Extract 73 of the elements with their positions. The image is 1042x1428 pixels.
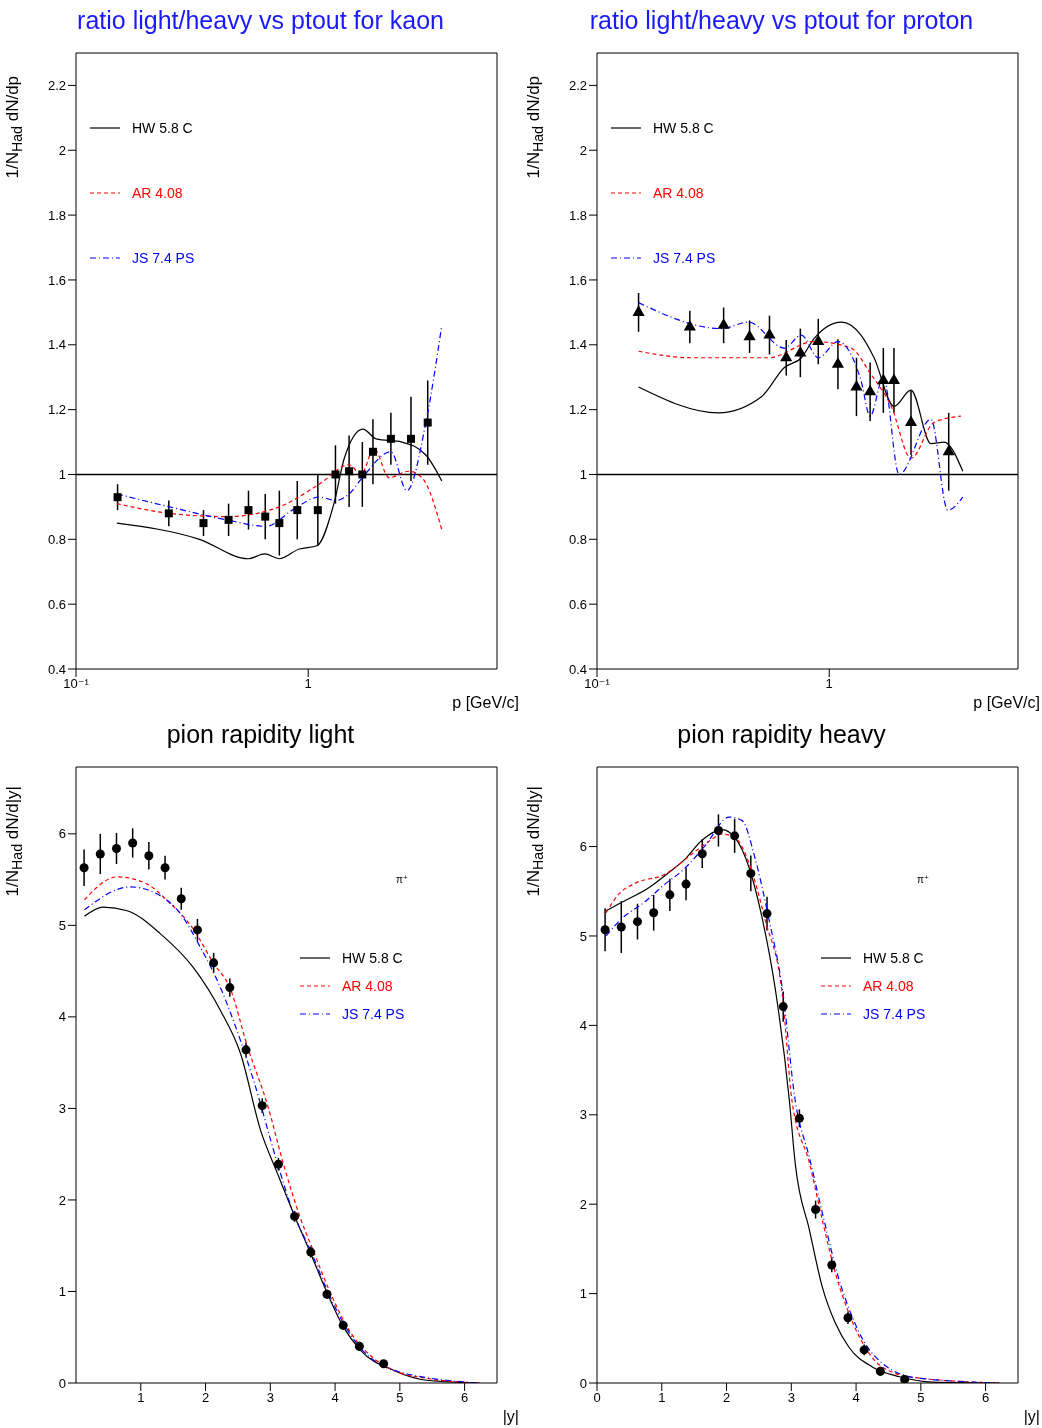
y-tick-label: 1.6 xyxy=(47,272,66,288)
x-tick-label: 4 xyxy=(852,1390,860,1406)
y-tick-label: 2 xyxy=(579,142,587,158)
legend-label: JS 7.4 PS xyxy=(342,1006,405,1022)
y-tick-label: 3 xyxy=(579,1107,587,1123)
legend-label: JS 7.4 PS xyxy=(132,249,195,266)
x-tick-label: 6 xyxy=(982,1390,990,1406)
legend-label: JS 7.4 PS xyxy=(653,249,716,266)
x-axis-title: |y| xyxy=(1023,1408,1040,1426)
y-tick-label: 2 xyxy=(579,1196,587,1212)
y-tick-label: 6 xyxy=(579,839,587,855)
y-tick-label: 2 xyxy=(58,142,66,158)
y-tick-label: 1.8 xyxy=(568,207,587,223)
y-tick-label: 1.8 xyxy=(47,207,66,223)
x-axis-title: |y| xyxy=(502,1408,519,1426)
x-axis-title: p [GeV/c] xyxy=(973,694,1040,712)
y-tick-label: 2.2 xyxy=(568,78,587,94)
x-tick-label: 10⁻¹ xyxy=(63,676,90,692)
x-tick-label: 5 xyxy=(917,1390,925,1406)
annotation: π⁺ xyxy=(916,874,930,885)
y-tick-label: 3 xyxy=(58,1101,66,1117)
x-tick-label: 3 xyxy=(787,1390,795,1406)
x-axis-title: p [GeV/c] xyxy=(452,694,519,712)
y-tick-label: 1.2 xyxy=(568,402,587,418)
y-tick-label: 1 xyxy=(58,1284,66,1300)
x-tick-label: 1 xyxy=(658,1390,666,1406)
y-tick-label: 0.6 xyxy=(568,596,587,612)
y-tick-label: 1.4 xyxy=(568,337,587,353)
legend-label: HW 5.8 C xyxy=(863,950,924,966)
x-tick-label: 1 xyxy=(137,1390,145,1406)
chart-title: ratio light/heavy vs ptout for proton xyxy=(588,5,975,36)
legend-label: HW 5.8 C xyxy=(342,950,403,966)
chart-title: pion rapidity heavy xyxy=(676,719,887,750)
y-tick-label: 1 xyxy=(579,1286,587,1302)
y-tick-label: 1 xyxy=(58,467,66,483)
x-tick-label: 1 xyxy=(304,676,312,692)
y-tick-label: 1 xyxy=(579,467,587,483)
y-tick-label: 4 xyxy=(579,1018,587,1033)
x-tick-label: 0 xyxy=(593,1390,601,1406)
legend-label: HW 5.8 C xyxy=(653,119,714,136)
y-tick-label: 2 xyxy=(58,1192,66,1208)
y-tick-label: 0 xyxy=(58,1375,66,1391)
legend-label: AR 4.08 xyxy=(342,978,393,994)
x-tick-label: 2 xyxy=(201,1390,210,1406)
y-tick-label: 6 xyxy=(58,826,66,842)
y-tick-label: 0.6 xyxy=(47,596,66,612)
legend-label: HW 5.8 C xyxy=(132,119,193,136)
y-tick-label: 1.4 xyxy=(47,337,66,353)
y-tick-label: 4 xyxy=(58,1009,66,1025)
y-tick-label: 0.8 xyxy=(47,531,66,547)
y-tick-label: 0.4 xyxy=(568,661,587,677)
x-tick-label: 2 xyxy=(722,1390,731,1406)
y-tick-label: 1.2 xyxy=(47,402,66,418)
legend-label: AR 4.08 xyxy=(132,184,183,201)
y-tick-label: 0.8 xyxy=(568,531,587,547)
legend-label: JS 7.4 PS xyxy=(863,1006,926,1022)
x-tick-label: 3 xyxy=(266,1390,274,1406)
y-tick-label: 5 xyxy=(579,928,587,944)
chart-title: pion rapidity light xyxy=(165,719,356,750)
y-tick-label: 2.2 xyxy=(47,78,66,94)
x-tick-label: 1 xyxy=(825,676,833,692)
y-tick-label: 0.4 xyxy=(47,661,66,677)
y-tick-label: 0 xyxy=(579,1375,587,1391)
legend-label: AR 4.08 xyxy=(863,978,914,994)
annotation: π⁺ xyxy=(395,874,409,885)
x-tick-label: 5 xyxy=(396,1390,404,1406)
x-tick-label: 6 xyxy=(461,1390,469,1406)
y-tick-label: 1.6 xyxy=(568,272,587,288)
x-tick-label: 10⁻¹ xyxy=(584,676,611,692)
legend-label: AR 4.08 xyxy=(653,184,704,201)
chart-title: ratio light/heavy vs ptout for kaon xyxy=(76,5,445,36)
y-tick-label: 5 xyxy=(58,917,66,933)
x-tick-label: 4 xyxy=(331,1390,339,1406)
